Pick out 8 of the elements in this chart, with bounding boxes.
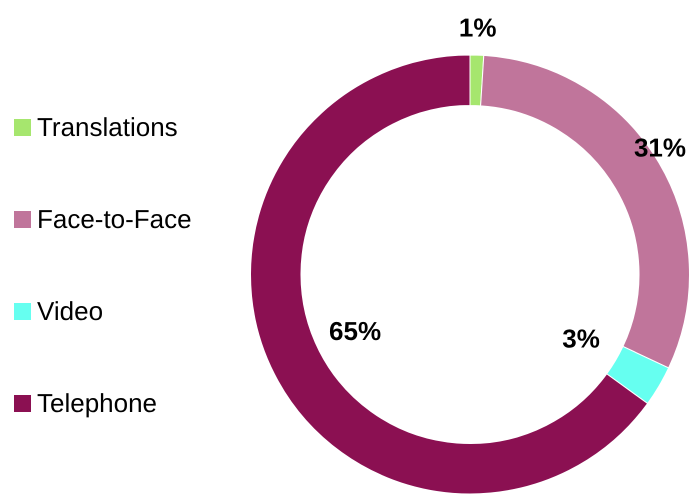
data-label: 3%	[562, 323, 600, 354]
legend-label: Face-to-Face	[37, 204, 192, 235]
data-label: 31%	[634, 132, 686, 163]
legend-label: Telephone	[37, 388, 157, 419]
legend-label: Translations	[37, 112, 178, 143]
legend-label: Video	[37, 296, 104, 327]
data-label: 1%	[458, 12, 496, 42]
data-label: 65%	[329, 316, 382, 346]
